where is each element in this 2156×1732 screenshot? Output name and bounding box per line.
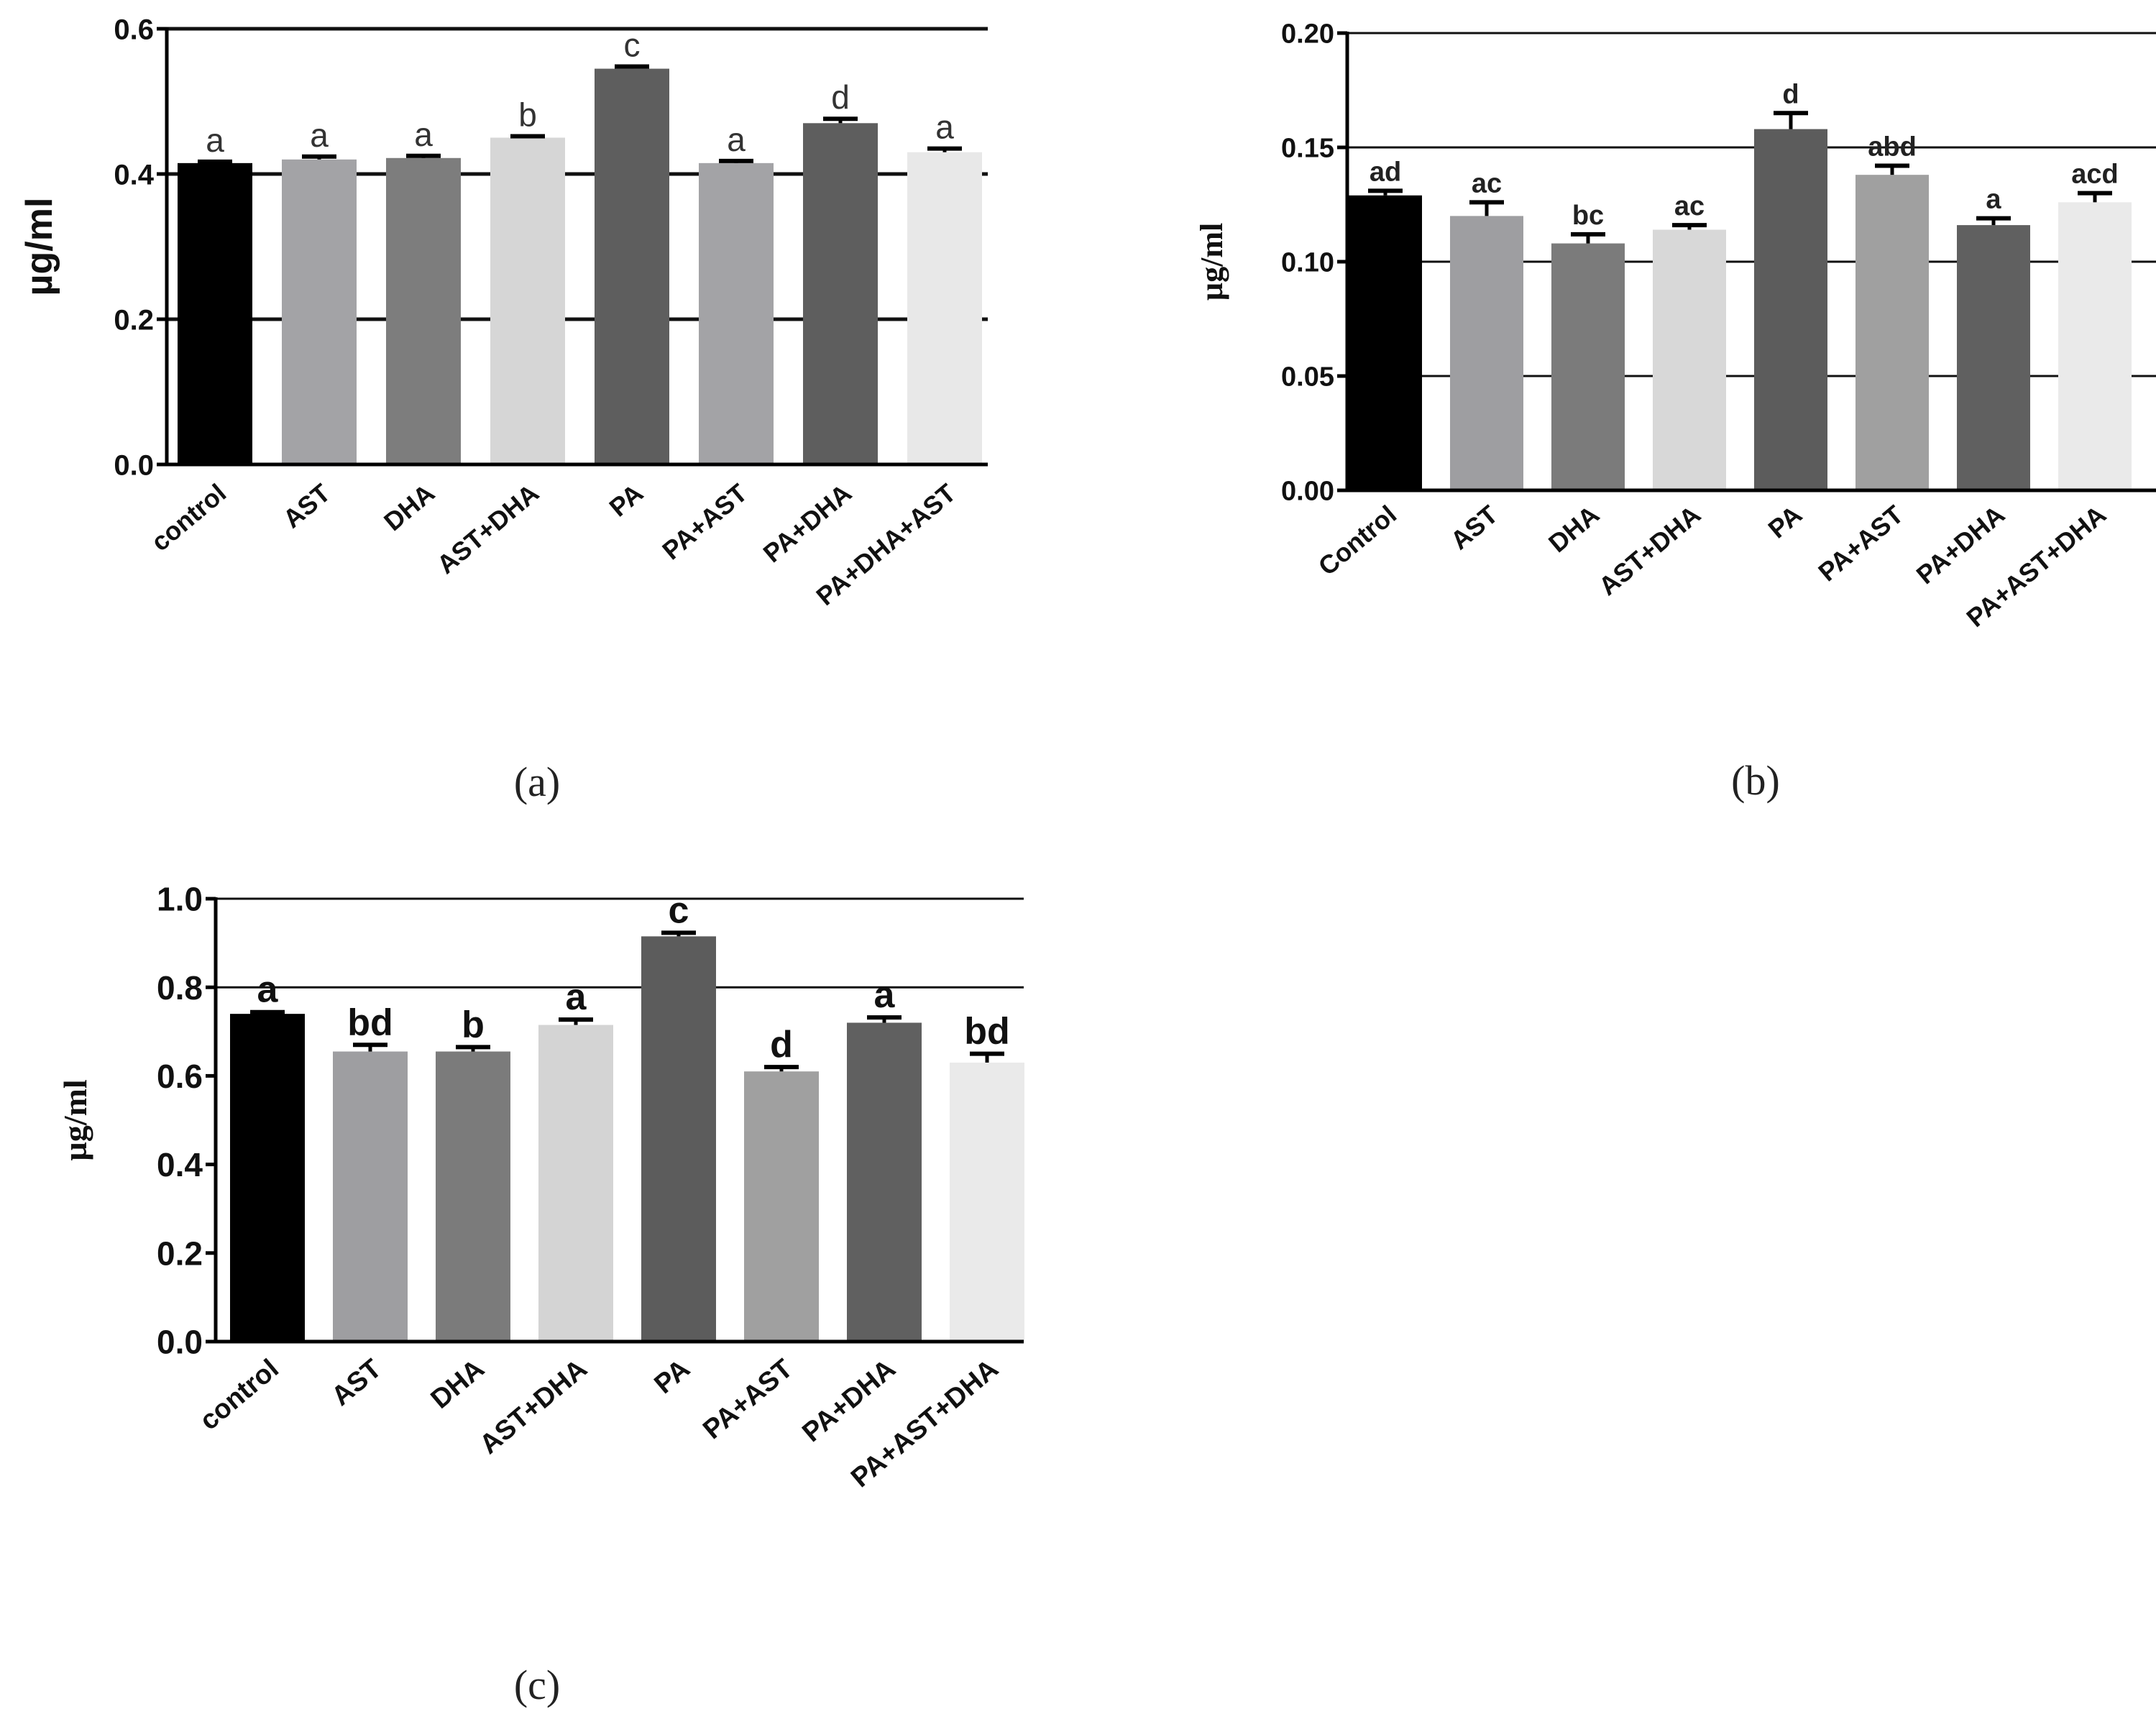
panel-a-y-tick-label: 0.6 — [114, 14, 154, 45]
panel-b-x-tick-label: DHA — [1543, 500, 1605, 559]
panel-b-y-tick-label: 0.10 — [1281, 248, 1334, 278]
panel-a-y-tick-label: 0.4 — [114, 159, 154, 191]
panel-a-significance-label: a — [310, 116, 329, 154]
panel-a-x-tick-label: PA — [604, 478, 649, 523]
panel-a-chart: a a a b c a d a 0.0 0.2 0.4 0.6 control AST DHAAST+DHA… — [19, 14, 988, 611]
panel-b-significance-label: bc — [1572, 201, 1604, 231]
panel-c-y-tick-label: 0.8 — [157, 969, 203, 1007]
panel-c-significance-label: bd — [964, 1011, 1010, 1053]
panel-c-chart: a bd b a c d a bd 0.0 0.2 0.4 0.6 0.8 1.0 control AST DH… — [57, 881, 1024, 1493]
panel-b-x-tick-label: AST+DHA — [1593, 500, 1706, 601]
panel-b-significance-label: d — [1782, 79, 1799, 109]
panel-a-y-tick-label: 0.2 — [114, 304, 154, 336]
panel-c-x-tick-label: PA — [649, 1354, 696, 1400]
panel-c-y-tick-label: 0.2 — [157, 1234, 203, 1272]
panel-a-significance-label: a — [206, 122, 224, 159]
panel-a-x-tick-label: DHA — [378, 478, 440, 537]
caption-c: (c) — [514, 1662, 560, 1708]
panel-a-x-tick-label: AST+DHA — [431, 478, 544, 579]
panel-c-x-tick-label: AST+DHA — [474, 1354, 592, 1460]
panel-a-bar-ast+dha — [490, 137, 565, 464]
panel-b-bar-control — [1349, 195, 1422, 490]
panel-c-significance-label: b — [462, 1004, 485, 1045]
panel-c-x-tick-label: PA+DHA — [797, 1354, 901, 1448]
panel-c-y-tick-label: 0.6 — [157, 1058, 203, 1095]
panel-b-y-axis-label: µg/ml — [1194, 223, 1229, 301]
panel-a-bar-dha — [386, 157, 461, 464]
panel-a-bar-control — [178, 162, 252, 464]
panel-a-significance-label: d — [831, 78, 850, 116]
panel-c-bar-pa+dha — [847, 1022, 922, 1342]
panel-b-y-tick-label: 0.05 — [1281, 362, 1334, 393]
panel-c-significance-label: c — [669, 889, 689, 931]
panel-a-x-tick-label: AST — [277, 478, 336, 534]
panel-c-x-tick-label: control — [194, 1354, 285, 1437]
panel-b-y-tick-label: 0.15 — [1281, 134, 1334, 164]
panel-b-bar-pa+ast+dha — [2058, 202, 2132, 490]
panel-c-x-tick-label: PA+AST — [697, 1354, 799, 1445]
panel-a-bar-ast — [282, 159, 357, 465]
panel-a-bar-pa+ast — [699, 162, 774, 464]
panel-b-y-tick-label: 0.20 — [1281, 19, 1334, 50]
panel-a-x-tick-label: PA+AST — [656, 478, 753, 566]
panel-b-significance-label: ac — [1674, 191, 1705, 221]
panel-c-y-axis-label: µg/ml — [57, 1079, 93, 1160]
caption-a: (a) — [514, 759, 560, 805]
panel-c-significance-label: a — [257, 969, 279, 1011]
panel-b-x-tick-label: PA+DHA — [1911, 500, 2010, 590]
panel-c-bar-pa+ast — [744, 1071, 819, 1342]
panel-b-bar-pa+dha — [1957, 225, 2030, 490]
panel-c-y-tick-label: 1.0 — [157, 881, 203, 918]
panel-a-y-axis-label: µg/ml — [19, 198, 60, 296]
panel-a-y-tick-label: 0.0 — [114, 449, 154, 481]
panel-c-x-tick-label: AST — [326, 1354, 387, 1412]
panel-b-significance-label: abd — [1868, 132, 1917, 162]
panel-a-significance-label: b — [518, 96, 537, 133]
panel-c-bar-pa+ast+dha — [950, 1062, 1024, 1342]
panel-b-bar-pa — [1754, 129, 1827, 490]
panel-a-bar-pa+dha+ast — [907, 152, 982, 464]
panel-b-x-tick-label: AST — [1445, 500, 1504, 556]
panel-c-bar-ast+dha — [538, 1025, 613, 1342]
panel-a-significance-label: a — [414, 116, 433, 153]
panel-c-bar-control — [230, 1014, 305, 1342]
panel-c-y-tick-label: 0.4 — [157, 1146, 203, 1183]
panel-a-significance-label: a — [935, 109, 954, 146]
panel-a-significance-label: a — [727, 121, 746, 158]
panel-c-y-tick-label: 0.0 — [157, 1324, 203, 1361]
panel-b-bar-ast+dha — [1653, 229, 1726, 490]
panel-b-significance-label: acd — [2071, 160, 2118, 190]
panel-a-bar-pa+dha — [803, 123, 878, 465]
panel-b-significance-label: a — [1986, 185, 2001, 215]
panel-b-x-tick-label: Control — [1313, 500, 1402, 582]
panel-b-x-tick-label: PA+AST — [1812, 500, 1909, 587]
panel-c-significance-label: a — [566, 976, 587, 1018]
panel-b-significance-label: ac — [1472, 168, 1502, 198]
panel-c-x-tick-label: DHA — [426, 1354, 490, 1415]
panel-b-bar-pa+ast — [1855, 175, 1929, 490]
panel-a-x-tick-label: PA+DHA — [758, 478, 857, 568]
panel-b-bar-ast — [1450, 216, 1523, 490]
panel-c-bar-ast — [333, 1051, 408, 1342]
caption-b: (b) — [1731, 757, 1780, 804]
panel-c-significance-label: d — [770, 1024, 793, 1066]
panel-c-bar-pa — [641, 936, 716, 1342]
panel-b-bar-dha — [1551, 243, 1625, 490]
panel-a-significance-label: c — [624, 27, 641, 64]
panel-c-significance-label: a — [874, 974, 896, 1016]
panel-b-y-tick-label: 0.00 — [1281, 477, 1334, 507]
panel-a-x-tick-label: control — [145, 478, 231, 557]
panel-b-x-tick-label: PA — [1763, 500, 1808, 544]
panel-a-bar-pa — [595, 68, 669, 465]
panel-c-significance-label: bd — [347, 1002, 393, 1043]
panel-c-bar-dha — [436, 1051, 510, 1342]
panel-b-significance-label: ad — [1370, 157, 1401, 187]
